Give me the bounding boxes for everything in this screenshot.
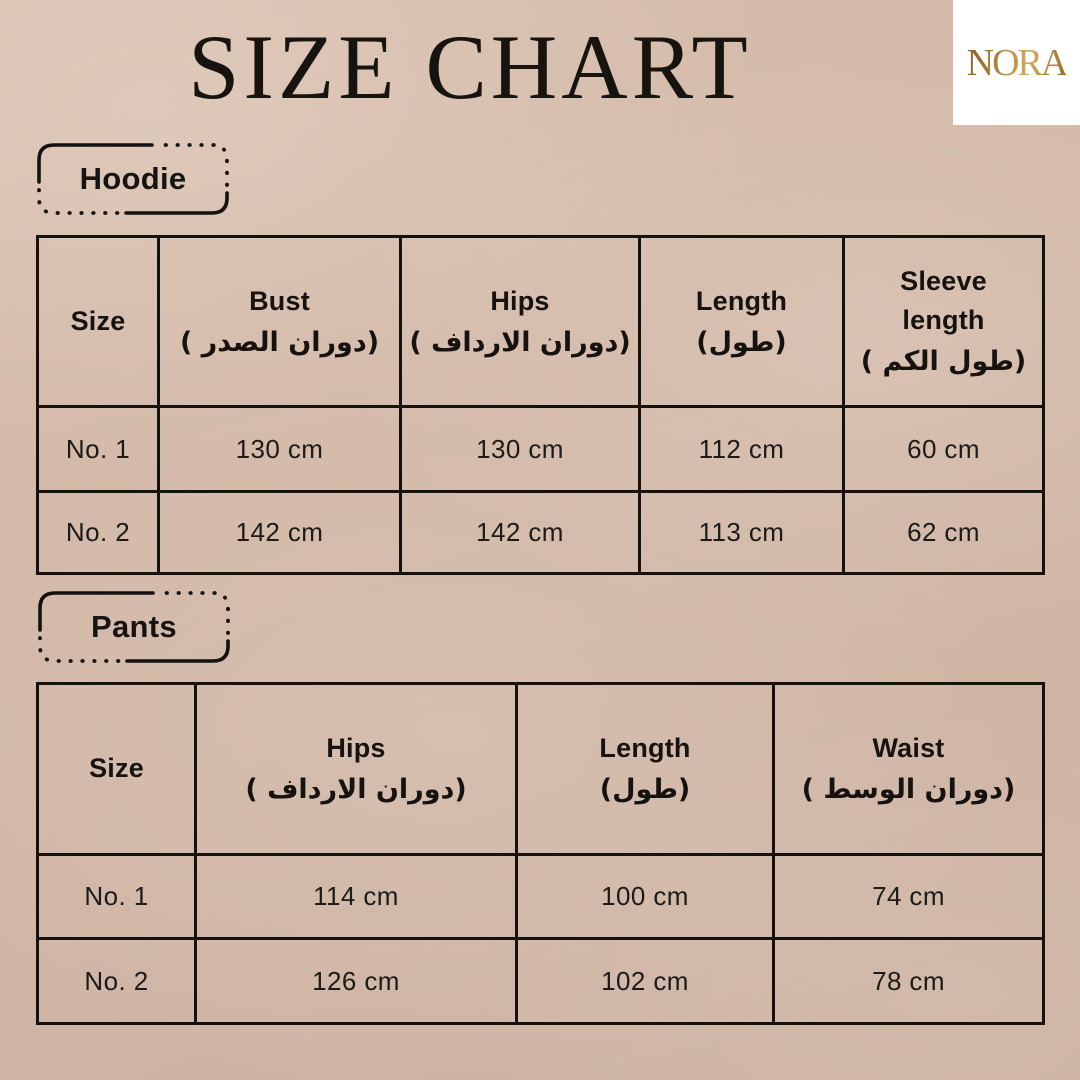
value-cell: 60 cm	[842, 405, 1045, 493]
column-header-text: Waist	[872, 733, 945, 764]
column-header-text: Length	[599, 733, 691, 764]
value-cell: 100 cm	[515, 853, 775, 940]
value-cell: 142 cm	[157, 490, 402, 575]
column-header-text: Size	[89, 753, 144, 784]
section-tag-pants: Pants	[37, 590, 231, 664]
column-header-arabic: (دوران الارداف )	[245, 774, 467, 806]
brand-logo: NORA	[966, 41, 1069, 84]
value-cell: 78 cm	[772, 937, 1045, 1025]
column-header-text: Sleeve length	[900, 265, 987, 336]
column-header-text: Length	[695, 285, 788, 316]
pants-header-row: Size Hips (دوران الارداف ) Length (طول) …	[36, 682, 1045, 856]
column-header-text: Size	[70, 305, 126, 336]
pants-size-table: Size Hips (دوران الارداف ) Length (طول) …	[36, 682, 1045, 1025]
value-cell: 102 cm	[515, 937, 775, 1025]
section-label-pants: Pants	[91, 609, 177, 644]
size-cell: No. 2	[36, 937, 197, 1025]
column-header-text: Hips	[490, 285, 550, 316]
pants-header-waist: Waist (دوران الوسط )	[772, 682, 1045, 856]
value-cell: 142 cm	[399, 490, 641, 575]
column-header-arabic: (طول)	[599, 774, 691, 806]
hoodie-header-hips: Hips (دوران الارداف )	[399, 235, 641, 408]
column-header-arabic: (دوران الارداف )	[409, 326, 631, 358]
hoodie-row-1: No. 1 130 cm 130 cm 112 cm 60 cm	[36, 405, 1045, 493]
column-header-arabic: (دوران الصدر )	[179, 326, 380, 358]
page-title: SIZE CHART	[188, 16, 752, 118]
pants-header-hips: Hips (دوران الارداف )	[194, 682, 518, 856]
pants-row-2: No. 2 126 cm 102 cm 78 cm	[36, 937, 1045, 1025]
value-cell: 114 cm	[194, 853, 518, 940]
hoodie-header-row: Size Bust (دوران الصدر ) Hips (دوران الا…	[36, 235, 1045, 408]
pants-row-1: No. 1 114 cm 100 cm 74 cm	[36, 853, 1045, 940]
column-header-arabic: (طول الكم )	[860, 346, 1027, 378]
hoodie-row-2: No. 2 142 cm 142 cm 113 cm 62 cm	[36, 490, 1045, 575]
column-header-text: Bust	[249, 285, 310, 316]
value-cell: 130 cm	[157, 405, 402, 493]
dashed-frame-decoration	[37, 143, 229, 215]
value-cell: 126 cm	[194, 937, 518, 1025]
column-header-arabic: (طول)	[696, 326, 787, 358]
value-cell: 112 cm	[638, 405, 845, 493]
value-cell: 74 cm	[772, 853, 1045, 940]
brand-logo-box: NORA	[953, 0, 1080, 125]
hoodie-header-sleeve-length: Sleeve length (طول الكم )	[842, 235, 1045, 408]
value-cell: 130 cm	[399, 405, 641, 493]
hoodie-size-table: Size Bust (دوران الصدر ) Hips (دوران الا…	[36, 235, 1045, 575]
hoodie-header-length: Length (طول)	[638, 235, 845, 408]
size-cell: No. 2	[36, 490, 160, 575]
hoodie-header-bust: Bust (دوران الصدر )	[157, 235, 402, 408]
dashed-frame-decoration	[38, 591, 230, 663]
pants-header-length: Length (طول)	[515, 682, 775, 856]
pants-header-size: Size	[36, 682, 197, 856]
section-label-hoodie: Hoodie	[79, 161, 187, 196]
hoodie-header-size: Size	[36, 235, 160, 408]
section-tag-hoodie: Hoodie	[36, 142, 230, 216]
value-cell: 62 cm	[842, 490, 1045, 575]
size-cell: No. 1	[36, 405, 160, 493]
column-header-text: Hips	[326, 733, 386, 764]
value-cell: 113 cm	[638, 490, 845, 575]
column-header-arabic: (دوران الوسط )	[801, 774, 1016, 806]
size-cell: No. 1	[36, 853, 197, 940]
